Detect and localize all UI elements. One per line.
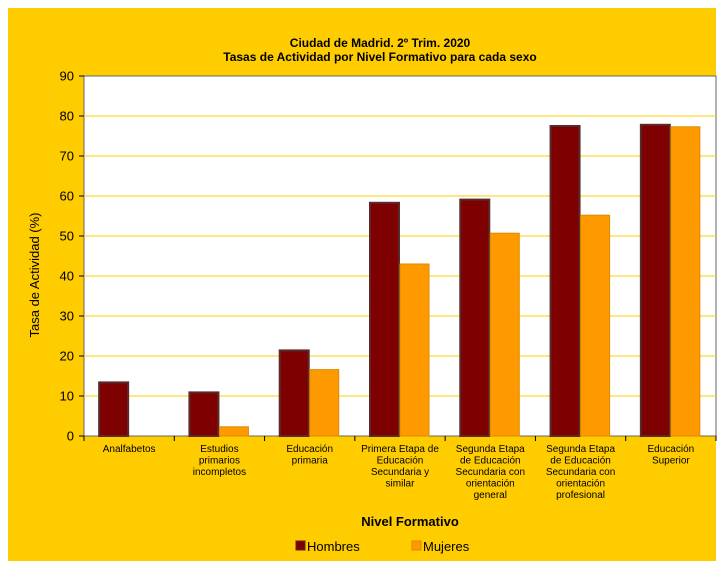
bar-hombres: [188, 391, 220, 437]
bar-mujeres: [489, 232, 520, 437]
x-tick-label: general: [474, 490, 507, 501]
bar-hombres: [278, 349, 310, 437]
bar-mujeres: [399, 263, 430, 437]
y-tick-label: 90: [60, 69, 74, 84]
bar-hombres: [459, 198, 491, 437]
x-tick-label: de Educación: [460, 456, 521, 467]
bar-mujeres: [580, 214, 611, 437]
y-tick-label: 80: [60, 109, 74, 124]
x-tick-label: Estudios: [200, 444, 238, 455]
x-tick-label: Secundaria y: [371, 467, 429, 478]
x-tick-label: Secundaria con: [546, 467, 616, 478]
bar-mujeres: [670, 126, 701, 437]
x-tick-label: Superior: [652, 456, 690, 467]
legend: Hombres Mujeres: [295, 539, 470, 554]
x-tick-label: primarios: [199, 456, 240, 467]
x-tick-label: Educación: [377, 456, 424, 467]
y-tick-label: 0: [67, 429, 74, 444]
x-tick-label: primaria: [292, 456, 329, 467]
x-tick-label: orientación: [556, 479, 605, 490]
x-tick-label: Educación: [286, 444, 333, 455]
x-tick-label: Primera Etapa de: [361, 444, 439, 455]
x-axis-label: Nivel Formativo: [361, 514, 459, 529]
y-axis-label: Tasa de Actividad (%): [27, 212, 42, 337]
x-tick-label: similar: [386, 479, 416, 490]
bar-mujeres: [309, 369, 340, 437]
y-tick-label: 20: [60, 349, 74, 364]
bar-hombres: [369, 201, 400, 437]
legend-label-hombres: Hombres: [307, 539, 360, 554]
bar-hombres: [98, 381, 130, 437]
y-tick-label: 50: [60, 229, 74, 244]
bar-hombres: [549, 125, 581, 437]
y-tick-label: 70: [60, 149, 74, 164]
x-tick-label: profesional: [556, 490, 605, 501]
chart-title-line-0: Ciudad de Madrid. 2º Trim. 2020: [290, 36, 471, 50]
x-tick-label: incompletos: [193, 467, 246, 478]
chart-title-line-1: Tasas de Actividad por Nivel Formativo p…: [223, 50, 536, 64]
x-tick-label: de Educación: [550, 456, 611, 467]
y-tick-label: 60: [60, 189, 74, 204]
x-tick-label: Segunda Etapa: [456, 444, 525, 455]
x-tick-label: orientación: [466, 479, 515, 490]
y-tick-label: 30: [60, 309, 74, 324]
bars: [98, 123, 701, 438]
legend-swatch-hombres: [295, 540, 306, 551]
y-axis-ticks: 0 10 20 30 40 50 60 70 80 90: [60, 69, 84, 444]
legend-label-mujeres: Mujeres: [423, 539, 470, 554]
x-tick-label: Segunda Etapa: [546, 444, 615, 455]
x-tick-label: Analfabetos: [103, 444, 156, 455]
bar-hombres: [639, 123, 671, 438]
legend-swatch-mujeres: [411, 540, 422, 551]
y-tick-label: 40: [60, 269, 74, 284]
x-tick-label: Secundaria con: [456, 467, 526, 478]
bar-mujeres: [218, 426, 249, 437]
y-tick-label: 10: [60, 389, 74, 404]
x-tick-label: Educación: [648, 444, 695, 455]
